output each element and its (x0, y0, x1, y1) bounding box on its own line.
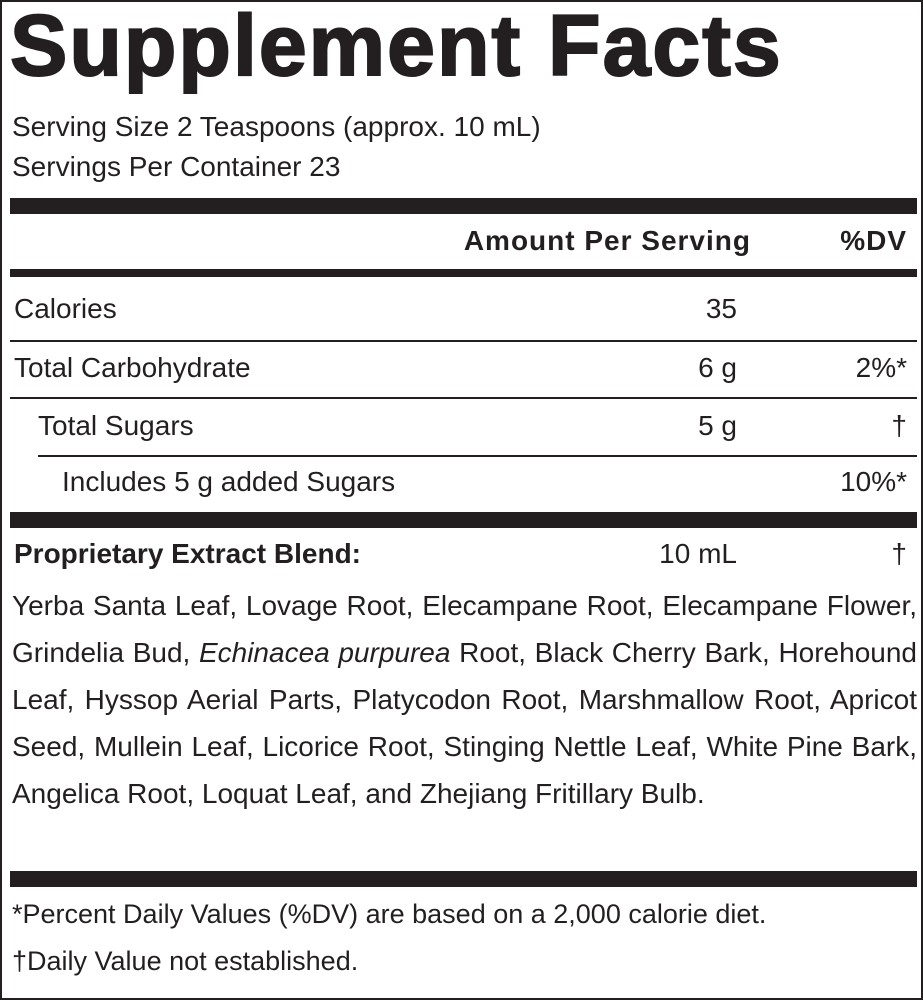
blend-dv: † (891, 538, 907, 569)
footnote: *Percent Daily Values (%DV) are based on… (12, 899, 767, 929)
blend-name: Proprietary Extract Blend: (14, 538, 361, 569)
thick-rule (10, 198, 917, 214)
ingredients-text: Root, Black Cherry Bark, Horehound Leaf,… (12, 637, 917, 809)
header-dv: %DV (840, 225, 907, 256)
row-amount: 35 (705, 293, 737, 324)
header-amount: Amount Per Serving (463, 225, 751, 256)
row-dv: 10%* (840, 466, 907, 497)
medium-rule (10, 269, 917, 277)
thick-rule (10, 871, 917, 887)
servings-per-container: Servings Per Container 23 (12, 151, 341, 182)
row-label: Total Carbohydrate (14, 352, 251, 383)
blend-amount: 10 mL (659, 538, 737, 569)
row-label: Calories (14, 293, 117, 324)
serving-size: Serving Size 2 Teaspoons (approx. 10 mL) (12, 111, 541, 142)
row-label: Total Sugars (38, 410, 194, 441)
thick-rule (10, 512, 917, 528)
row-rule (10, 340, 917, 342)
footnote: †Daily Value not established. (12, 946, 359, 976)
blend-ingredients: Yerba Santa Leaf, Lovage Root, Elecampan… (12, 582, 917, 817)
ingredients-text: Yerba Santa Leaf, Lovage Root, Elecampan… (12, 590, 917, 668)
row-label: Includes 5 g added Sugars (62, 466, 396, 497)
title: Supplement Facts (9, 0, 783, 95)
row-rule (38, 455, 917, 457)
ingredients-italic: Echinacea purpurea (198, 637, 451, 668)
row-amount: 5 g (698, 410, 737, 441)
row-dv: † (891, 410, 907, 441)
row-dv: 2%* (855, 352, 907, 383)
row-rule (10, 397, 917, 399)
row-amount: 6 g (698, 352, 737, 383)
